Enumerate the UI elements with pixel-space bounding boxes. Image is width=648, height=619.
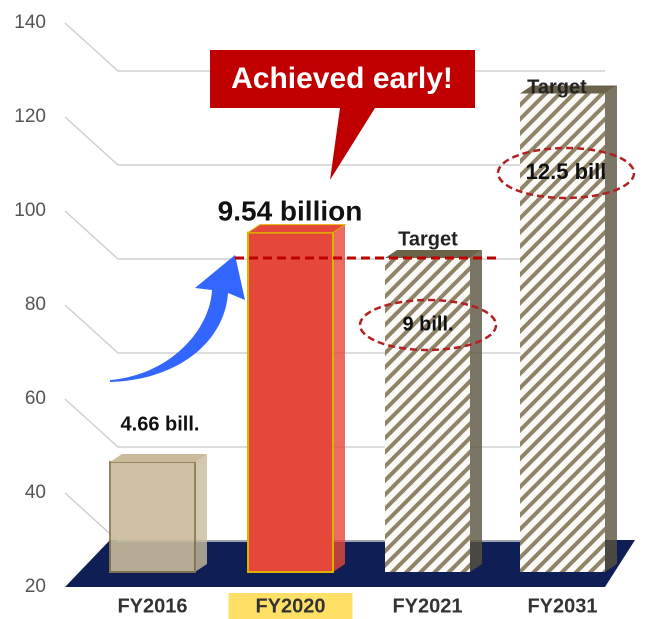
callout-text: Achieved early! [231, 62, 453, 95]
bar-side [605, 85, 617, 572]
x-tick-label: FY2021 [392, 595, 462, 617]
bar-top [385, 250, 482, 258]
y-tick-label: 80 [25, 294, 46, 315]
target-label: Target [527, 76, 587, 98]
bar [247, 231, 334, 573]
category-highlight [228, 593, 353, 619]
growth-arrow [110, 255, 245, 382]
value-label: 4.66 bill. [121, 413, 200, 435]
value-label: 9 bill. [402, 313, 453, 335]
y-tick-label: 40 [25, 482, 46, 503]
bar [109, 460, 196, 574]
bar-top [520, 85, 617, 94]
bar [520, 93, 605, 572]
grid-line [64, 116, 605, 166]
x-tick-label: FY2020 [255, 595, 325, 617]
bar [385, 258, 470, 572]
bar-side [470, 250, 482, 572]
bar-side [333, 224, 345, 572]
y-tick-label: 20 [25, 576, 46, 597]
label-ellipse [358, 298, 498, 352]
y-tick-label: 140 [14, 12, 46, 33]
x-tick-label: FY2031 [527, 595, 597, 617]
floor [65, 540, 635, 587]
y-tick-label: 100 [14, 200, 46, 221]
bar-side [195, 453, 207, 572]
bar-top [246, 224, 347, 234]
label-ellipse [496, 146, 636, 200]
target-label: Target [398, 228, 458, 250]
callout-box [210, 50, 475, 180]
y-tick-label: 60 [25, 388, 46, 409]
x-tick-label: FY2016 [117, 595, 187, 617]
value-label: 9.54 billion [218, 195, 363, 226]
value-label: 12.5 bill [526, 159, 607, 184]
y-tick-label: 120 [14, 106, 46, 127]
bar-top [110, 453, 207, 462]
